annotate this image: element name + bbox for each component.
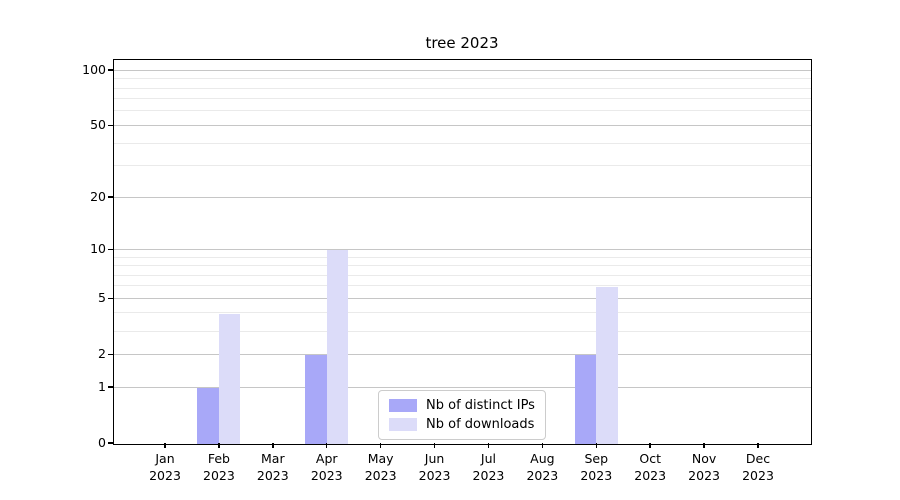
month-label: May (367, 451, 394, 466)
month-label: Oct (639, 451, 661, 466)
x-tick-label-mar: Mar 2023 (233, 450, 313, 484)
x-tick-mark-sep (595, 443, 598, 448)
bar-sep-ips (574, 355, 597, 444)
month-label: Apr (315, 451, 338, 466)
x-tick-mark-dec (757, 443, 759, 448)
minor-gridline-8 (114, 265, 811, 266)
year-label: 2023 (203, 468, 235, 483)
year-label: 2023 (364, 468, 397, 483)
x-tick-mark-aug (541, 443, 544, 448)
x-tick-mark-oct (649, 443, 651, 448)
y-tick-label-10: 10 (90, 241, 106, 257)
x-tick-mark-jan (164, 443, 166, 448)
chart-title: tree 2023 (425, 34, 499, 52)
minor-gridline-4 (114, 312, 811, 314)
bar-apr-ips (305, 355, 327, 444)
y-tick-label-50: 50 (90, 117, 106, 133)
month-label: Jun (424, 451, 445, 466)
legend-label-distinct-ips: Nb of distinct IPs (426, 398, 535, 413)
minor-gridline-40 (114, 142, 811, 144)
y-tick-label-2: 2 (98, 346, 106, 362)
legend-swatch-downloads (389, 418, 417, 431)
x-tick-label-sep: Sep 2023 (556, 450, 636, 484)
x-tick-mark-feb (218, 443, 220, 448)
y-tick-label-20: 20 (90, 189, 106, 205)
y-tick-mark-2 (108, 353, 114, 355)
bar-feb-ips (197, 388, 219, 444)
major-gridline-5 (114, 297, 811, 299)
legend-item-distinct-ips: Nb of distinct IPs (389, 398, 535, 413)
y-tick-mark-50 (108, 124, 114, 127)
y-tick-mark-5 (108, 297, 114, 299)
minor-gridline-7 (114, 274, 811, 276)
year-label: 2023 (256, 468, 289, 483)
y-tick-mark-20 (108, 196, 114, 198)
minor-gridline-3 (114, 330, 811, 332)
y-tick-label-100: 100 (82, 62, 106, 78)
minor-gridline-70 (114, 98, 811, 100)
bar-apr-downloads (326, 250, 349, 444)
y-tick-mark-1 (108, 386, 114, 388)
x-tick-mark-mar (272, 443, 274, 448)
legend-swatch-distinct-ips (389, 399, 417, 412)
month-label: Jul (480, 451, 496, 466)
year-label: 2023 (472, 468, 505, 483)
x-tick-mark-apr (325, 443, 328, 448)
y-tick-mark-100 (108, 69, 114, 71)
year-label: 2023 (310, 468, 343, 483)
year-label: 2023 (526, 468, 559, 483)
legend: Nb of distinct IPs Nb of downloads (378, 390, 546, 440)
month-label: Aug (530, 451, 555, 466)
x-tick-label-dec: Dec 2023 (718, 450, 798, 484)
year-label: 2023 (688, 468, 720, 483)
x-tick-label-aug: Aug 2023 (502, 450, 582, 484)
x-tick-label-jan: Jan 2023 (125, 450, 205, 484)
month-label: Nov (691, 451, 717, 466)
x-tick-mark-may (379, 443, 382, 448)
month-label: Jan (155, 451, 175, 466)
y-tick-mark-0 (108, 442, 114, 444)
minor-gridline-80 (114, 87, 811, 89)
major-gridline-2 (114, 353, 811, 355)
month-label: Feb (207, 451, 230, 466)
major-gridline-100 (114, 69, 811, 71)
x-tick-mark-nov (703, 443, 705, 448)
year-label: 2023 (418, 468, 451, 483)
major-gridline-50 (114, 124, 811, 126)
y-tick-label-1: 1 (98, 379, 106, 394)
y-tick-label-0: 0 (98, 435, 106, 450)
major-gridline-1 (114, 386, 811, 388)
minor-gridline-30 (114, 165, 811, 167)
x-tick-label-nov: Nov 2023 (664, 450, 744, 484)
month-label: Sep (584, 451, 609, 466)
month-label: Mar (261, 451, 285, 466)
x-tick-label-may: May 2023 (341, 450, 421, 484)
y-tick-mark-10 (108, 248, 114, 251)
minor-gridline-9 (114, 256, 811, 258)
year-label: 2023 (580, 468, 613, 483)
month-label: Dec (745, 451, 771, 466)
minor-gridline-6 (114, 285, 811, 287)
legend-label-downloads: Nb of downloads (426, 417, 535, 432)
y-tick-label-5: 5 (98, 290, 106, 306)
major-gridline-10 (114, 248, 811, 250)
x-tick-mark-jun (433, 443, 436, 448)
x-tick-label-jul: Jul 2023 (448, 450, 528, 484)
bar-sep-downloads (596, 286, 618, 444)
x-tick-label-jun: Jun 2023 (395, 450, 475, 484)
minor-gridline-90 (114, 78, 811, 80)
plot-area: Nb of distinct IPs Nb of downloads (113, 59, 812, 445)
x-tick-label-feb: Feb 2023 (179, 450, 259, 484)
year-label: 2023 (149, 468, 181, 483)
x-tick-label-oct: Oct 2023 (610, 450, 690, 484)
bar-feb-downloads (218, 314, 241, 444)
legend-item-downloads: Nb of downloads (389, 417, 535, 432)
x-tick-label-apr: Apr 2023 (287, 450, 367, 484)
major-gridline-20 (114, 196, 811, 198)
year-label: 2023 (742, 468, 774, 483)
year-label: 2023 (634, 468, 667, 483)
x-tick-mark-jul (487, 443, 490, 448)
minor-gridline-60 (114, 110, 811, 112)
